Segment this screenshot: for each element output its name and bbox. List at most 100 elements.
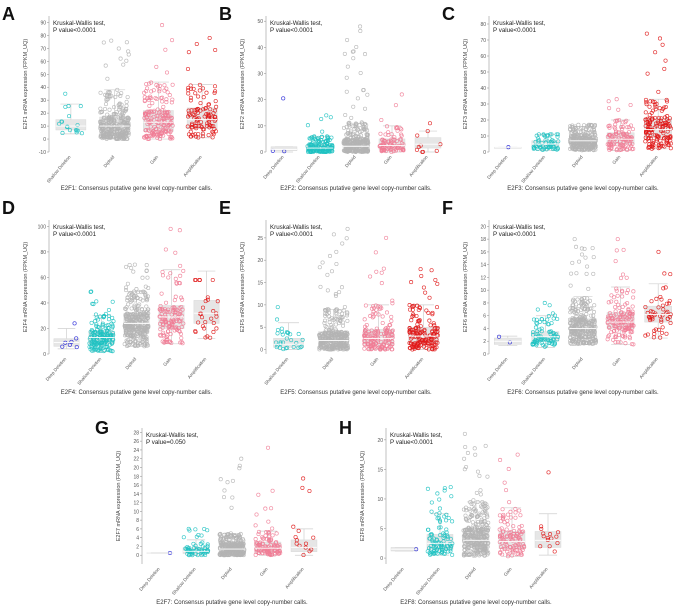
data-point	[110, 334, 115, 339]
data-point	[75, 123, 80, 128]
data-point	[431, 551, 436, 556]
data-point	[531, 146, 536, 151]
data-point	[383, 132, 388, 137]
data-point	[95, 348, 101, 353]
data-point	[254, 542, 259, 547]
data-point	[480, 510, 485, 515]
data-point	[619, 288, 625, 293]
data-point	[222, 535, 227, 540]
x-tick-label: Amplification	[408, 154, 429, 178]
data-point	[660, 303, 665, 308]
data-point	[416, 346, 421, 351]
data-point	[63, 91, 68, 96]
data-point	[592, 303, 597, 308]
data-point	[164, 97, 169, 102]
data-point	[351, 56, 356, 61]
data-point	[207, 120, 212, 125]
data-point	[311, 535, 316, 540]
data-point	[218, 539, 223, 544]
data-point	[432, 542, 437, 547]
data-point	[329, 326, 334, 331]
data-point	[571, 338, 576, 343]
data-point	[418, 324, 423, 329]
data-point	[614, 286, 619, 291]
data-point	[430, 329, 435, 335]
data-point	[317, 334, 322, 339]
data-point	[358, 28, 363, 33]
data-point	[619, 124, 624, 129]
data-point	[393, 148, 399, 153]
data-point	[591, 255, 596, 260]
data-point	[145, 275, 150, 280]
data-point	[140, 339, 145, 344]
data-point	[482, 553, 487, 558]
test-label: Kruskal-Wallis test,	[270, 20, 323, 27]
data-point	[644, 100, 649, 105]
data-point	[407, 330, 412, 335]
data-point	[574, 139, 579, 144]
data-point	[399, 127, 404, 132]
data-point	[106, 325, 111, 330]
data-point	[333, 332, 338, 337]
data-point	[410, 304, 415, 309]
data-point	[545, 317, 550, 322]
data-point	[151, 132, 156, 137]
data-point	[615, 293, 620, 298]
data-point	[611, 329, 616, 334]
data-point	[373, 346, 378, 351]
data-point	[462, 533, 467, 538]
data-point	[161, 126, 166, 131]
data-point	[203, 320, 208, 325]
data-point	[434, 330, 439, 335]
data-point	[212, 108, 217, 113]
data-point	[430, 346, 435, 351]
data-point	[362, 52, 368, 57]
data-point	[256, 542, 261, 548]
data-point	[607, 133, 612, 138]
data-point	[556, 139, 561, 144]
data-point	[329, 347, 334, 352]
data-point	[475, 469, 480, 474]
data-point	[142, 98, 147, 103]
data-point	[149, 110, 154, 115]
data-point	[325, 288, 330, 293]
data-point	[265, 445, 271, 450]
data-point	[181, 535, 186, 540]
data-point	[136, 322, 142, 327]
data-point	[124, 58, 129, 63]
data-point	[623, 302, 628, 307]
data-point	[399, 132, 404, 137]
data-point	[581, 339, 586, 344]
data-point	[125, 318, 130, 323]
y-tick-label: 4	[483, 326, 486, 332]
data-point	[450, 552, 455, 557]
data-point	[478, 492, 483, 497]
data-point	[209, 316, 214, 321]
data-point	[230, 478, 235, 483]
data-point	[568, 306, 573, 311]
data-point	[117, 101, 122, 106]
data-point	[318, 142, 323, 147]
data-point	[539, 317, 545, 322]
data-point	[530, 330, 536, 335]
data-point	[369, 347, 374, 352]
data-point	[140, 307, 145, 312]
data-point	[385, 335, 390, 340]
data-point	[188, 129, 193, 134]
data-point	[200, 305, 206, 310]
data-point	[414, 147, 419, 152]
data-point	[313, 142, 318, 147]
y-tick-label: 18	[133, 474, 139, 480]
y-tick-label: 2	[136, 544, 139, 550]
data-point	[609, 293, 614, 298]
data-point	[575, 340, 580, 345]
data-point	[363, 106, 368, 111]
data-point	[267, 537, 272, 543]
data-point	[614, 324, 619, 329]
data-point	[235, 539, 241, 544]
data-point	[206, 116, 211, 121]
data-point	[154, 64, 159, 69]
data-point	[625, 315, 630, 321]
data-point	[438, 519, 443, 524]
y-tick-label: 2	[483, 339, 486, 345]
